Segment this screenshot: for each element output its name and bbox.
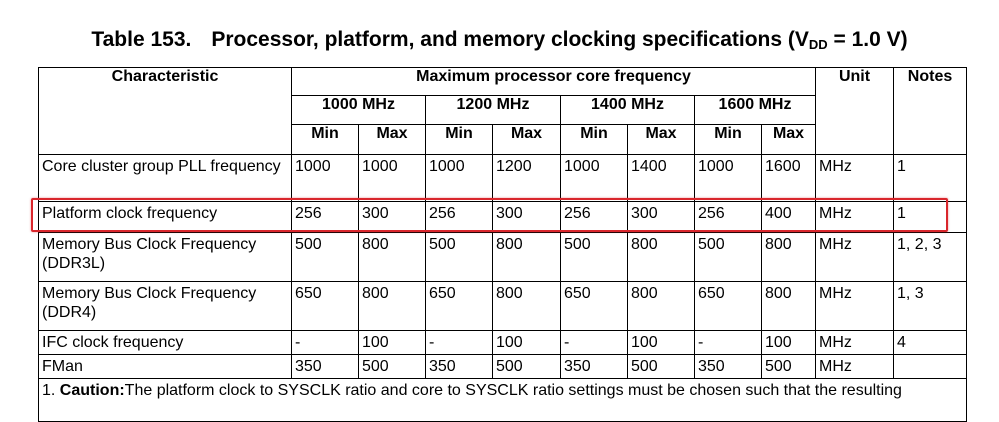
cell-value: 500 bbox=[425, 232, 493, 282]
cell-notes: 1, 2, 3 bbox=[893, 232, 968, 282]
cell-value: 800 bbox=[492, 232, 561, 282]
cell-value: 100 bbox=[358, 330, 426, 355]
header-max: Max bbox=[760, 124, 817, 155]
table-row: IFC clock frequency - 100 - 100 - 100 - … bbox=[38, 330, 968, 355]
header-freq-1000: 1000 MHz bbox=[291, 95, 426, 125]
cell-value: 100 bbox=[492, 330, 561, 355]
cell-value: 800 bbox=[492, 281, 561, 331]
cell-value: 350 bbox=[694, 354, 762, 379]
cell-value: 100 bbox=[627, 330, 695, 355]
cell-value: 300 bbox=[627, 201, 695, 233]
cell-notes: 1 bbox=[893, 201, 968, 233]
cell-value: 650 bbox=[560, 281, 628, 331]
cell-value: 650 bbox=[694, 281, 762, 331]
cell-value: 500 bbox=[560, 232, 628, 282]
caution-label: Caution: bbox=[59, 382, 125, 399]
header-max: Max bbox=[492, 124, 561, 155]
header-max: Max bbox=[358, 124, 426, 155]
cell-value: 1600 bbox=[760, 154, 817, 202]
cell-value: 800 bbox=[358, 232, 426, 282]
cell-unit: MHz bbox=[815, 232, 895, 282]
cell-value: 800 bbox=[760, 232, 817, 282]
cell-value: 256 bbox=[425, 201, 493, 233]
table-title: Processor, platform, and memory clocking… bbox=[211, 28, 908, 52]
row-label: Memory Bus Clock Frequency (DDR3L) bbox=[38, 232, 292, 282]
row-label: Memory Bus Clock Frequency (DDR4) bbox=[38, 281, 292, 331]
cell-value: 100 bbox=[760, 330, 817, 355]
cell-unit: MHz bbox=[815, 330, 895, 355]
table-caption: Table 153. Processor, platform, and memor… bbox=[0, 28, 999, 52]
table-number: Table 153. bbox=[91, 28, 192, 51]
table-row: FMan 350 500 350 500 350 500 350 500 MHz bbox=[38, 354, 968, 379]
cell-notes bbox=[893, 354, 968, 379]
footnote: 1. Caution:The platform clock to SYSCLK … bbox=[37, 378, 968, 422]
cell-value: 1000 bbox=[694, 154, 762, 202]
cell-value: 350 bbox=[560, 354, 628, 379]
cell-value: 500 bbox=[760, 354, 817, 379]
cell-unit: MHz bbox=[815, 281, 895, 331]
cell-value: 800 bbox=[627, 232, 695, 282]
table-row: Platform clock frequency 256 300 256 300… bbox=[38, 201, 968, 233]
header-characteristic: Characteristic bbox=[38, 67, 292, 155]
cell-value: 256 bbox=[291, 201, 359, 233]
row-label: Core cluster group PLL frequency bbox=[38, 154, 292, 202]
header-notes: Notes bbox=[893, 67, 968, 155]
header-min: Min bbox=[560, 124, 628, 155]
cell-value: 256 bbox=[694, 201, 762, 233]
cell-notes: 4 bbox=[893, 330, 968, 355]
header-max-core-frequency: Maximum processor core frequency bbox=[290, 67, 817, 96]
cell-notes: 1, 3 bbox=[893, 281, 968, 331]
header-min: Min bbox=[425, 124, 493, 155]
cell-value: 1000 bbox=[560, 154, 628, 202]
cell-value: 500 bbox=[291, 232, 359, 282]
cell-unit: MHz bbox=[815, 154, 895, 202]
header-freq-1400: 1400 MHz bbox=[560, 95, 695, 125]
cell-value: 256 bbox=[560, 201, 628, 233]
header-freq-1600: 1600 MHz bbox=[693, 95, 817, 125]
cell-value: - bbox=[291, 330, 359, 355]
cell-unit: MHz bbox=[815, 354, 895, 379]
cell-value: 800 bbox=[627, 281, 695, 331]
cell-value: 1400 bbox=[627, 154, 695, 202]
table-row: Memory Bus Clock Frequency (DDR4) 650 80… bbox=[38, 281, 968, 331]
table-row: Core cluster group PLL frequency 1000 10… bbox=[38, 154, 968, 202]
cell-value: - bbox=[694, 330, 762, 355]
row-label: Platform clock frequency bbox=[38, 201, 292, 233]
cell-value: 1000 bbox=[358, 154, 426, 202]
row-label: IFC clock frequency bbox=[38, 330, 292, 355]
cell-value: 500 bbox=[358, 354, 426, 379]
header-unit: Unit bbox=[815, 67, 895, 155]
clocking-spec-table: Characteristic Maximum processor core fr… bbox=[37, 67, 968, 422]
footnote-row: 1. Caution:The platform clock to SYSCLK … bbox=[37, 378, 968, 422]
table-row: Memory Bus Clock Frequency (DDR3L) 500 8… bbox=[38, 232, 968, 282]
cell-value: 350 bbox=[291, 354, 359, 379]
cell-notes: 1 bbox=[893, 154, 968, 202]
cell-value: 400 bbox=[760, 201, 817, 233]
header-max: Max bbox=[627, 124, 695, 155]
cell-value: 500 bbox=[694, 232, 762, 282]
header-min: Min bbox=[694, 124, 762, 155]
row-label: FMan bbox=[38, 354, 292, 379]
cell-value: 1000 bbox=[291, 154, 359, 202]
cell-value: 650 bbox=[291, 281, 359, 331]
cell-value: 800 bbox=[358, 281, 426, 331]
footnote-text: The platform clock to SYSCLK ratio and c… bbox=[124, 382, 902, 399]
cell-value: - bbox=[560, 330, 628, 355]
cell-value: 300 bbox=[358, 201, 426, 233]
cell-value: 300 bbox=[492, 201, 561, 233]
cell-value: 1200 bbox=[492, 154, 561, 202]
cell-value: 350 bbox=[425, 354, 493, 379]
cell-value: 800 bbox=[760, 281, 817, 331]
cell-value: - bbox=[425, 330, 493, 355]
cell-unit: MHz bbox=[815, 201, 895, 233]
cell-value: 500 bbox=[627, 354, 695, 379]
cell-value: 1000 bbox=[425, 154, 493, 202]
header-freq-1200: 1200 MHz bbox=[425, 95, 561, 125]
cell-value: 500 bbox=[492, 354, 561, 379]
cell-value: 650 bbox=[425, 281, 493, 331]
header-min: Min bbox=[291, 124, 359, 155]
